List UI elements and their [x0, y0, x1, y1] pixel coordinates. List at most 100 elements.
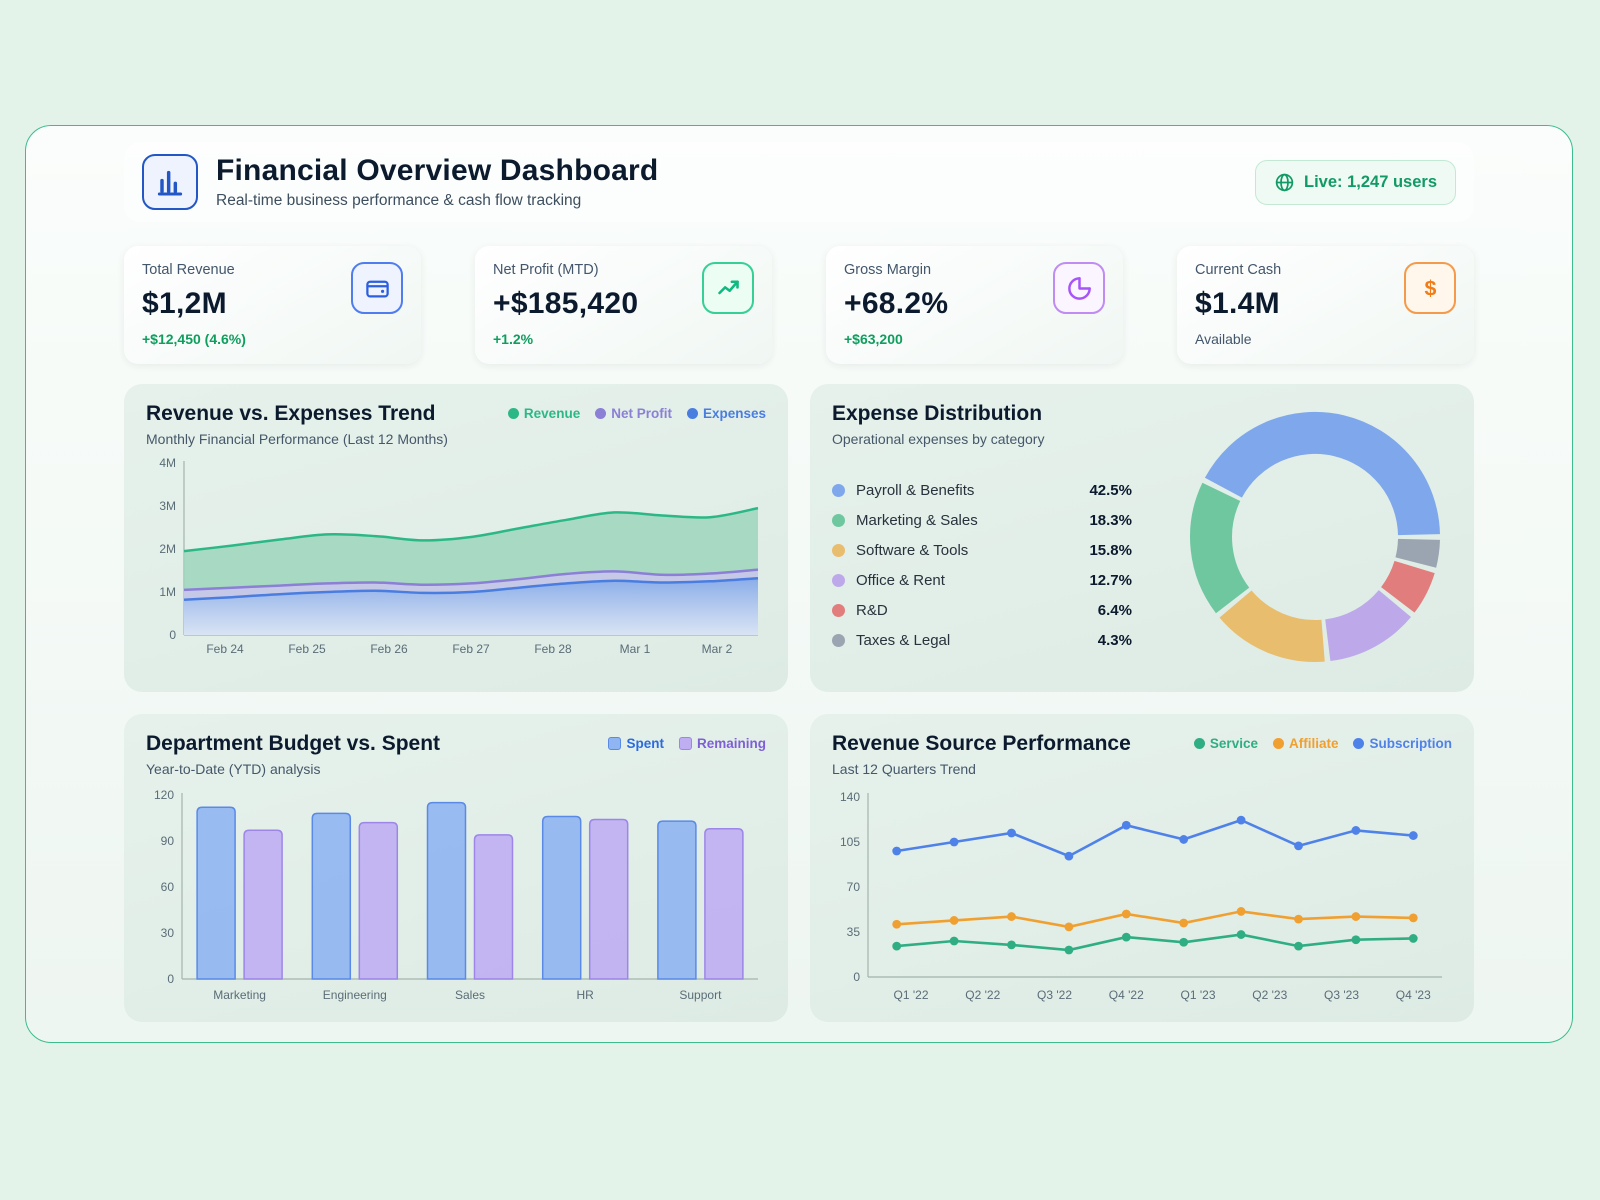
point-subscription — [1007, 828, 1016, 838]
donut-slice-payroll-benefits — [1204, 411, 1440, 536]
legend-square-spent — [608, 737, 622, 750]
svg-text:Q4 '23: Q4 '23 — [1396, 988, 1431, 1002]
donut-slice-marketing-sales — [1190, 482, 1250, 614]
expense-row-taxes-legal: Taxes & Legal 4.3% — [832, 625, 1132, 655]
line-service — [896, 933, 1414, 952]
expense-percent: 6.4% — [1097, 601, 1132, 619]
header-titles: Financial Overview Dashboard Real-time b… — [216, 154, 658, 210]
expense-row-office-rent: Office & Rent 12.7% — [832, 565, 1132, 595]
department-budget-bar-chart: 0 30 60 90 120 Marketing Engineering Sales HR Sup… — [154, 788, 758, 1002]
charts-grid: Revenue vs. Expenses Trend Monthly Finan… — [124, 384, 1474, 1022]
point-affiliate — [1408, 913, 1418, 923]
bar-hr-spent — [541, 815, 582, 980]
donut-slice-r-d — [1380, 560, 1435, 613]
pie-chart-icon — [1053, 262, 1105, 314]
svg-text:0: 0 — [853, 970, 860, 984]
point-service — [1121, 932, 1131, 942]
expense-row-software-tools: Software & Tools 15.8% — [832, 535, 1132, 565]
svg-text:Q4 '22: Q4 '22 — [1109, 988, 1144, 1002]
point-service — [1351, 935, 1361, 945]
dashboard-container: Financial Overview Dashboard Real-time b… — [25, 125, 1573, 1043]
panel-head: Expense Distribution Operational expense… — [832, 402, 1452, 447]
panel-titles: Revenue Source Performance Last 12 Quart… — [832, 732, 1131, 777]
legend-label: Revenue — [523, 406, 581, 421]
svg-text:Sales: Sales — [455, 988, 485, 1002]
legend-item-net-profit: Net Profit — [595, 406, 672, 421]
expense-dot-payroll-benefits — [832, 483, 845, 497]
kpi-card-total-revenue: Total Revenue $1,2M +$12,450 (4.6%) — [124, 246, 421, 364]
bar-sales-remaining — [473, 834, 514, 980]
point-subscription — [1294, 841, 1303, 851]
kpi-delta: +$12,450 (4.6%) — [142, 331, 246, 347]
point-affiliate — [1351, 912, 1361, 921]
point-service — [892, 941, 902, 951]
point-affiliate — [1007, 912, 1016, 921]
expense-row-payroll-benefits: Payroll & Benefits 42.5% — [832, 475, 1132, 505]
point-affiliate — [1121, 909, 1131, 919]
panel-expense-distribution: Expense Distribution Operational expense… — [810, 384, 1474, 692]
panel-subtitle: Monthly Financial Performance (Last 12 M… — [146, 431, 448, 447]
bar-support-spent — [657, 820, 697, 980]
trending-up-icon — [702, 262, 754, 314]
kpi-text: Net Profit (MTD) +$185,420 +1.2% — [493, 262, 638, 347]
bar-engineering-remaining — [358, 821, 399, 980]
panel-titles: Expense Distribution Operational expense… — [832, 402, 1044, 447]
expense-dot-taxes-legal — [832, 633, 845, 647]
svg-text:Support: Support — [679, 988, 722, 1002]
point-affiliate — [1064, 922, 1074, 932]
legend-dot-subscription — [1353, 738, 1365, 749]
point-subscription — [892, 846, 902, 856]
bar-hr-remaining — [588, 818, 629, 980]
trend-chart-legend: Revenue Net Profit Expenses — [507, 406, 766, 421]
svg-text:$: $ — [1424, 276, 1436, 300]
legend-dot-net-profit — [595, 408, 607, 419]
svg-text:2M: 2M — [159, 542, 176, 556]
point-affiliate — [1294, 914, 1303, 924]
kpi-label: Current Cash — [1195, 262, 1282, 278]
point-subscription — [949, 837, 959, 847]
legend-label: Spent — [626, 736, 664, 751]
kpi-card-current-cash: Current Cash $1.4M Available $ — [1177, 246, 1474, 364]
svg-text:120: 120 — [154, 788, 174, 802]
svg-text:3M: 3M — [159, 499, 176, 513]
svg-text:105: 105 — [840, 835, 860, 849]
sources-chart-legend: Service Affiliate Subscription — [1193, 736, 1452, 751]
point-service — [1064, 945, 1074, 955]
legend-item-affiliate: Affiliate — [1272, 736, 1339, 751]
donut-slice-software-tools — [1219, 589, 1325, 663]
bar-support-remaining — [704, 827, 744, 980]
point-service — [1294, 941, 1303, 951]
legend-label: Subscription — [1369, 736, 1452, 751]
expense-percent: 4.3% — [1097, 631, 1132, 649]
dashboard-inner: Financial Overview Dashboard Real-time b… — [124, 126, 1474, 1022]
svg-text:Feb 27: Feb 27 — [452, 642, 490, 656]
point-service — [1179, 937, 1189, 947]
svg-text:Q2 '22: Q2 '22 — [965, 988, 1000, 1002]
expense-percent: 12.7% — [1089, 571, 1132, 589]
kpi-value: $1,2M — [142, 287, 227, 320]
svg-text:Feb 25: Feb 25 — [288, 642, 326, 656]
point-service — [1408, 934, 1418, 943]
kpi-row: Total Revenue $1,2M +$12,450 (4.6%) Net … — [124, 246, 1474, 364]
donut-slice-taxes-legal — [1395, 538, 1440, 568]
legend-label: Remaining — [696, 736, 766, 751]
svg-text:140: 140 — [840, 790, 860, 804]
panel-revenue-sources: Revenue Source Performance Last 12 Quart… — [810, 714, 1474, 1022]
svg-text:Mar 1: Mar 1 — [620, 642, 651, 656]
panel-head: Department Budget vs. Spent Year-to-Date… — [146, 732, 766, 777]
legend-item-service: Service — [1193, 736, 1258, 751]
panel-subtitle: Last 12 Quarters Trend — [832, 761, 976, 777]
kpi-text: Current Cash $1.4M Available — [1195, 262, 1281, 347]
panel-titles: Revenue vs. Expenses Trend Monthly Finan… — [146, 402, 448, 447]
panel-title: Revenue vs. Expenses Trend — [146, 402, 436, 425]
svg-text:30: 30 — [161, 926, 175, 940]
header: Financial Overview Dashboard Real-time b… — [124, 142, 1474, 222]
legend-dot-affiliate — [1272, 738, 1284, 749]
legend-label: Expenses — [702, 406, 766, 421]
budget-chart-legend: Spent Remaining — [608, 736, 766, 751]
legend-item-remaining: Remaining — [678, 736, 766, 751]
legend-label: Affiliate — [1288, 736, 1339, 751]
svg-text:4M: 4M — [159, 456, 176, 470]
bar-sales-spent — [426, 801, 467, 980]
legend-square-remaining — [678, 737, 692, 750]
